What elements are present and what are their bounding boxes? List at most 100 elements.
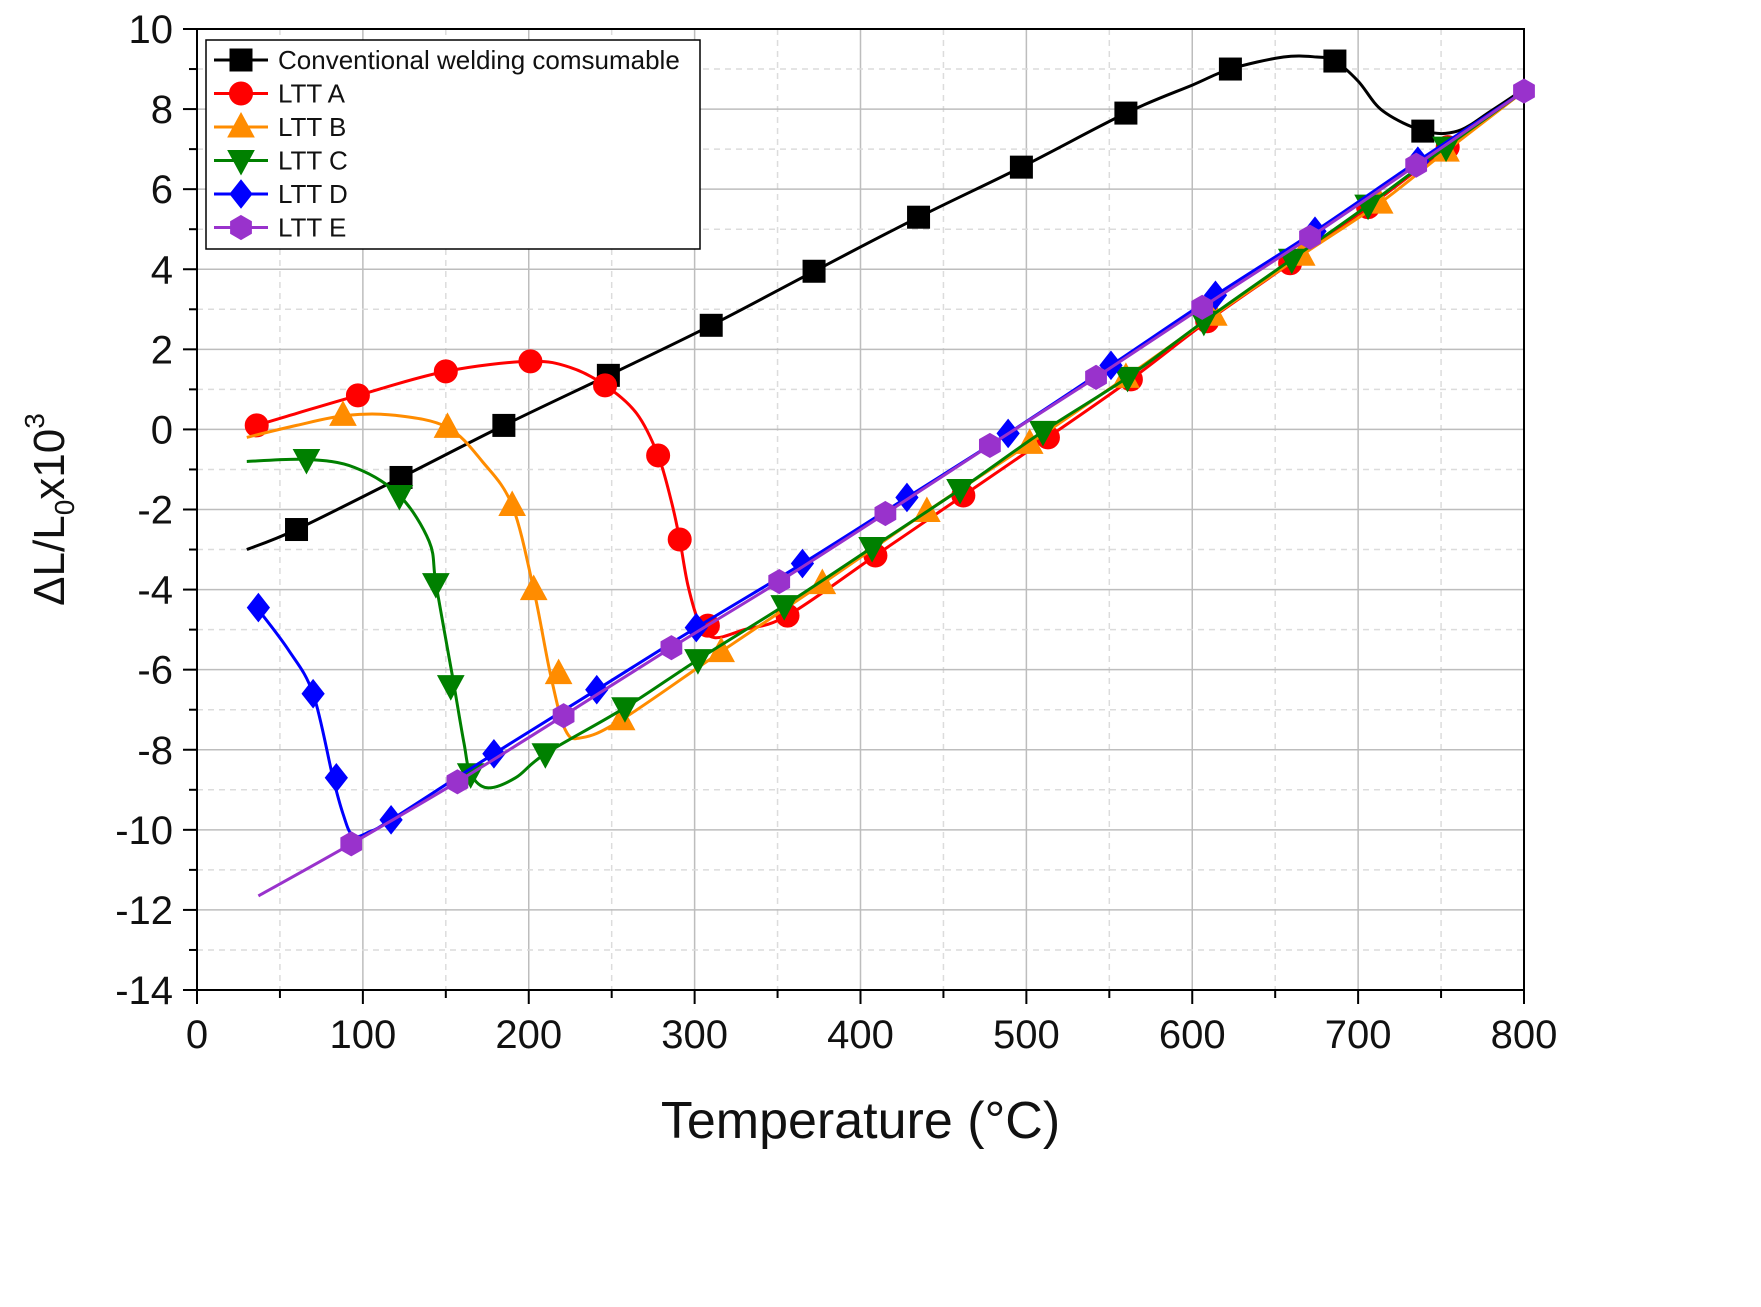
legend-swatch-marker (229, 81, 253, 106)
legend-box (205, 39, 701, 250)
legend-entry: Conventional welding comsumable (214, 45, 680, 75)
data-point (345, 383, 370, 408)
legend-label: LTT D (278, 179, 348, 209)
legend-swatch-marker (229, 179, 253, 209)
data-point (611, 697, 639, 723)
data-point (436, 675, 465, 701)
data-point (433, 359, 458, 384)
data-point (1323, 49, 1347, 73)
legend-label: LTT B (278, 112, 346, 142)
data-point (285, 518, 309, 542)
data-point (1191, 294, 1214, 320)
y-tick-label: -6 (137, 649, 173, 693)
legend-entry: LTT B (214, 111, 346, 142)
data-point (607, 704, 636, 731)
series-4 (246, 89, 1525, 790)
x-tick-label: 700 (1325, 1013, 1392, 1057)
data-point (292, 448, 321, 475)
y-tick-label: 8 (151, 88, 173, 132)
y-tick-label: -8 (137, 729, 173, 773)
x-tick-label: 100 (330, 1013, 397, 1057)
data-point (1113, 366, 1142, 393)
legend-entry: LTT D (214, 179, 348, 209)
legend-swatch-marker (227, 111, 255, 138)
x-tick-label: 200 (495, 1013, 562, 1057)
x-axis-title: Temperature (°C) (661, 1092, 1060, 1150)
data-point (552, 703, 575, 729)
axis-ticks: 0 100 200 300 400 500 600 700 800-14-12-10-8-6-4… (115, 8, 1557, 1057)
y-axis-title: ΔL/L0x103 (19, 413, 80, 606)
data-point (385, 484, 414, 511)
y-tick-label: -2 (137, 489, 173, 533)
data-point (1218, 57, 1242, 81)
data-point (684, 649, 712, 675)
axis-titles: Temperature (°C) ΔL/L0x103 (19, 413, 1060, 1150)
data-point (324, 762, 348, 793)
data-point (593, 373, 618, 398)
data-point (301, 678, 325, 709)
data-point (1009, 155, 1033, 179)
y-tick-label: -4 (137, 569, 173, 613)
y-tick-label: 0 (151, 408, 173, 452)
x-tick-label: 400 (827, 1013, 894, 1057)
data-point (446, 769, 469, 795)
y-title-sub: 0 (49, 500, 80, 516)
series-1 (246, 49, 1525, 551)
x-tick-label: 300 (661, 1013, 728, 1057)
data-point (498, 490, 527, 516)
data-point (531, 743, 560, 769)
data-point (244, 413, 269, 438)
data-point (874, 500, 897, 527)
data-point (660, 635, 683, 661)
data-point (340, 831, 363, 857)
data-point (1114, 101, 1138, 125)
legend-label: Conventional welding comsumable (278, 45, 680, 75)
data-point (1299, 224, 1321, 250)
legend-swatch-marker (230, 214, 252, 241)
y-tick-label: 6 (151, 168, 173, 212)
y-tick-label: -12 (115, 889, 173, 933)
y-tick-label: 4 (151, 248, 173, 292)
data-point (518, 349, 543, 374)
series-group (244, 49, 1535, 898)
data-point (422, 573, 450, 599)
data-point (246, 592, 271, 623)
data-point (433, 412, 462, 438)
x-tick-label: 800 (1491, 1013, 1558, 1057)
x-tick-label: 0 (186, 1013, 208, 1057)
data-point (858, 537, 886, 563)
data-point (1085, 364, 1107, 390)
legend-label: LTT A (278, 79, 346, 109)
data-point (519, 574, 548, 601)
data-point (1029, 420, 1057, 447)
y-tick-label: 2 (151, 328, 173, 372)
data-point (946, 478, 974, 505)
y-tick-label: 10 (129, 8, 174, 52)
legend-swatch-marker (229, 48, 253, 72)
x-tick-label: 600 (1159, 1013, 1226, 1057)
data-point (768, 568, 791, 595)
data-point (907, 205, 931, 229)
data-point (770, 595, 799, 621)
data-point (667, 527, 692, 552)
legend-label: LTT C (278, 146, 348, 176)
data-point (1513, 78, 1535, 104)
data-point (1405, 152, 1428, 178)
legend-entry: LTT A (214, 79, 346, 109)
data-point (329, 400, 357, 426)
legend-swatch-marker (227, 150, 255, 176)
legend-entry: LTT C (214, 146, 348, 176)
y-tick-label: -14 (115, 969, 173, 1013)
data-point (544, 658, 573, 685)
data-point (482, 738, 506, 769)
legend-label: LTT E (278, 213, 346, 243)
data-point (1411, 119, 1435, 143)
data-point (978, 432, 1001, 459)
data-point (802, 259, 826, 283)
data-point (646, 443, 671, 468)
y-title-mid: x10 (25, 429, 74, 500)
data-point (492, 413, 516, 437)
y-title-sup: 3 (19, 413, 50, 429)
